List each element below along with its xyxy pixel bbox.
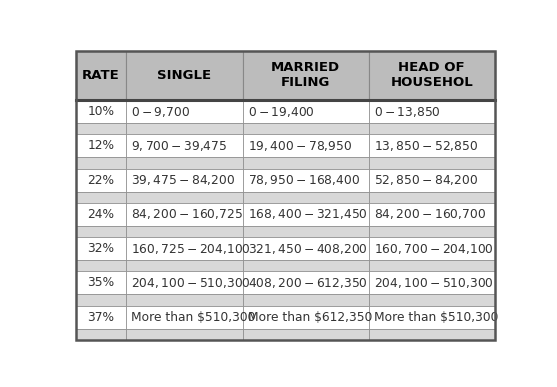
Text: 37%: 37% bbox=[87, 311, 114, 324]
Bar bbox=[369, 203, 495, 226]
Bar bbox=[126, 51, 243, 100]
Bar bbox=[126, 329, 243, 340]
Bar bbox=[76, 192, 126, 203]
Bar bbox=[369, 306, 495, 329]
Bar bbox=[126, 260, 243, 271]
Bar bbox=[369, 169, 495, 192]
Text: HEAD OF
HOUSEHOL: HEAD OF HOUSEHOL bbox=[390, 62, 473, 89]
Text: RATE: RATE bbox=[82, 69, 120, 82]
Bar bbox=[243, 306, 369, 329]
Bar bbox=[369, 192, 495, 203]
Bar bbox=[243, 192, 369, 203]
Bar bbox=[369, 295, 495, 306]
Bar bbox=[126, 271, 243, 295]
Bar bbox=[126, 134, 243, 157]
Bar bbox=[369, 123, 495, 134]
Text: $168,400 - $321,450: $168,400 - $321,450 bbox=[248, 207, 368, 221]
Text: More than $612,350: More than $612,350 bbox=[248, 311, 372, 324]
Bar bbox=[76, 260, 126, 271]
Bar bbox=[243, 100, 369, 123]
Text: $84,200 - $160,725: $84,200 - $160,725 bbox=[131, 207, 243, 221]
Text: $19,400 - $78,950: $19,400 - $78,950 bbox=[248, 139, 352, 153]
Bar bbox=[243, 123, 369, 134]
Text: 12%: 12% bbox=[87, 139, 114, 152]
Text: $78,950 - $168,400: $78,950 - $168,400 bbox=[248, 173, 360, 187]
Bar bbox=[369, 51, 495, 100]
Bar bbox=[126, 237, 243, 260]
Text: 22%: 22% bbox=[87, 174, 114, 187]
Text: MARRIED
FILING: MARRIED FILING bbox=[271, 62, 340, 89]
Bar bbox=[243, 260, 369, 271]
Bar bbox=[76, 169, 126, 192]
Bar bbox=[369, 271, 495, 295]
Bar bbox=[76, 51, 126, 100]
Bar bbox=[76, 226, 126, 237]
Text: $160,700 - $204,100: $160,700 - $204,100 bbox=[374, 241, 494, 256]
Bar bbox=[76, 237, 126, 260]
Text: $204,100 - $510,300: $204,100 - $510,300 bbox=[131, 276, 251, 290]
Bar bbox=[126, 169, 243, 192]
Text: $204,100 - $510,300: $204,100 - $510,300 bbox=[374, 276, 494, 290]
Text: More than $510,300: More than $510,300 bbox=[131, 311, 255, 324]
Text: $9,700 - $39,475: $9,700 - $39,475 bbox=[131, 139, 227, 153]
Bar bbox=[126, 192, 243, 203]
Bar bbox=[369, 157, 495, 169]
Bar bbox=[243, 295, 369, 306]
Bar bbox=[243, 237, 369, 260]
Bar bbox=[369, 226, 495, 237]
Bar bbox=[76, 123, 126, 134]
Bar bbox=[126, 100, 243, 123]
Bar bbox=[243, 271, 369, 295]
Text: $84,200 - $160,700: $84,200 - $160,700 bbox=[374, 207, 486, 221]
Bar bbox=[369, 260, 495, 271]
Bar bbox=[243, 203, 369, 226]
Bar bbox=[243, 226, 369, 237]
Bar bbox=[369, 329, 495, 340]
Text: $408,200 - $612,350: $408,200 - $612,350 bbox=[248, 276, 368, 290]
Text: 35%: 35% bbox=[87, 276, 114, 289]
Bar bbox=[126, 226, 243, 237]
Bar bbox=[126, 123, 243, 134]
Bar bbox=[369, 100, 495, 123]
Bar bbox=[243, 157, 369, 169]
Bar bbox=[76, 329, 126, 340]
Bar bbox=[76, 157, 126, 169]
Bar bbox=[126, 203, 243, 226]
Text: $13,850 - $52,850: $13,850 - $52,850 bbox=[374, 139, 478, 153]
Text: $0 - $9,700: $0 - $9,700 bbox=[131, 104, 190, 118]
Text: 32%: 32% bbox=[87, 242, 114, 255]
Bar bbox=[76, 134, 126, 157]
Text: 24%: 24% bbox=[87, 208, 114, 221]
Text: $0 - $13,850: $0 - $13,850 bbox=[374, 104, 441, 118]
Bar bbox=[76, 306, 126, 329]
Text: $52,850 - $84,200: $52,850 - $84,200 bbox=[374, 173, 478, 187]
Text: $160,725 - $204,100: $160,725 - $204,100 bbox=[131, 241, 251, 256]
Text: $39,475 - $84,200: $39,475 - $84,200 bbox=[131, 173, 235, 187]
Bar bbox=[126, 306, 243, 329]
Text: $321,450 - $408,200: $321,450 - $408,200 bbox=[248, 241, 368, 256]
Bar bbox=[243, 169, 369, 192]
Bar bbox=[243, 51, 369, 100]
Text: $0 - $19,400: $0 - $19,400 bbox=[248, 104, 315, 118]
Bar bbox=[126, 295, 243, 306]
Text: SINGLE: SINGLE bbox=[157, 69, 211, 82]
Bar bbox=[369, 134, 495, 157]
Bar bbox=[243, 329, 369, 340]
Bar bbox=[76, 203, 126, 226]
Bar bbox=[76, 271, 126, 295]
Bar bbox=[126, 157, 243, 169]
Bar bbox=[369, 237, 495, 260]
Text: 10%: 10% bbox=[87, 105, 114, 118]
Bar bbox=[76, 100, 126, 123]
Text: More than $510,300: More than $510,300 bbox=[374, 311, 499, 324]
Bar bbox=[76, 295, 126, 306]
Bar bbox=[243, 134, 369, 157]
